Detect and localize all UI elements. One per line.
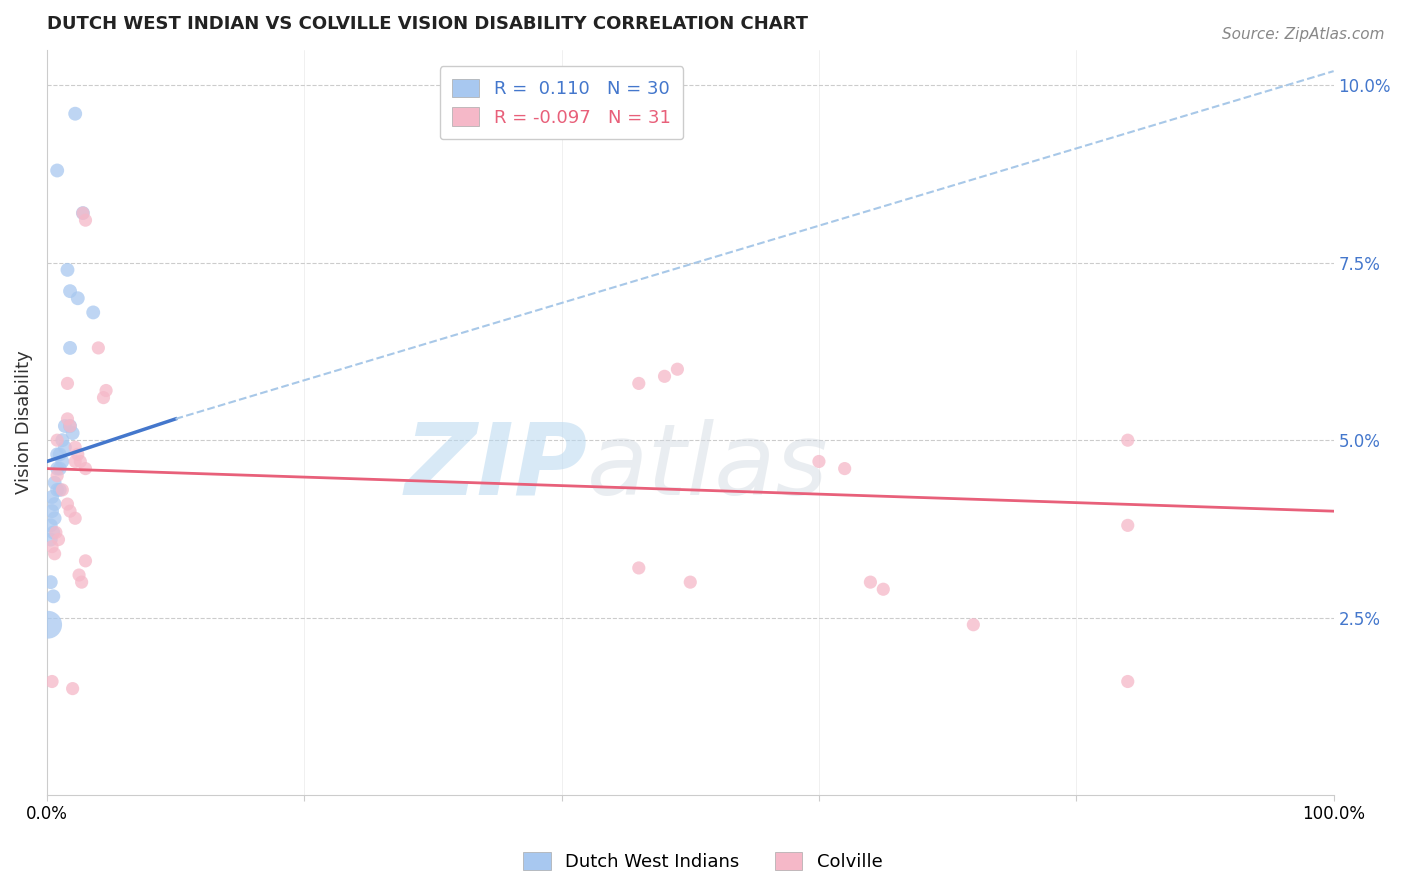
Point [59, 419, 82, 434]
Point [679, 575, 702, 590]
Point [94, 384, 117, 398]
Text: DUTCH WEST INDIAN VS COLVILLE VISION DISABILITY CORRELATION CHART: DUTCH WEST INDIAN VS COLVILLE VISION DIS… [46, 15, 808, 33]
Point [63, 511, 86, 525]
Point [859, 575, 882, 590]
Point [93, 391, 115, 405]
Point [62, 681, 84, 696]
Text: atlas: atlas [588, 418, 830, 516]
Point [39, 533, 62, 547]
Point [46, 433, 69, 447]
Point [49, 461, 72, 475]
Point [69, 454, 91, 468]
Point [834, 461, 856, 475]
Point [56, 412, 79, 426]
Point [63, 454, 86, 468]
Point [66, 447, 89, 461]
Point [44, 511, 66, 525]
Point [666, 362, 689, 376]
Point [46, 483, 69, 497]
Point [72, 206, 94, 220]
Point [39, 518, 62, 533]
Point [654, 369, 676, 384]
Text: ZIP: ZIP [405, 418, 588, 516]
Point [41, 504, 63, 518]
Point [53, 419, 76, 434]
Point [44, 497, 66, 511]
Point [59, 504, 82, 518]
Point [49, 483, 72, 497]
Legend: Dutch West Indians, Colville: Dutch West Indians, Colville [516, 845, 890, 879]
Point [51, 454, 73, 468]
Point [42, 590, 65, 604]
Point [41, 540, 63, 554]
Point [59, 284, 82, 298]
Point [72, 206, 94, 220]
Point [807, 454, 830, 468]
Point [627, 561, 650, 575]
Point [41, 674, 63, 689]
Point [42, 525, 65, 540]
Point [63, 440, 86, 454]
Point [82, 305, 104, 319]
Point [56, 263, 79, 277]
Point [75, 213, 97, 227]
Point [59, 341, 82, 355]
Legend: R =  0.110   N = 30, R = -0.097   N = 31: R = 0.110 N = 30, R = -0.097 N = 31 [440, 66, 683, 139]
Point [45, 525, 67, 540]
Point [46, 447, 69, 461]
Point [56, 497, 79, 511]
Point [51, 433, 73, 447]
Point [48, 533, 70, 547]
Point [46, 461, 69, 475]
Point [53, 440, 76, 454]
Point [56, 376, 79, 391]
Point [44, 547, 66, 561]
Point [46, 468, 69, 483]
Point [51, 483, 73, 497]
Point [44, 475, 66, 490]
Point [87, 341, 110, 355]
Y-axis label: Vision Disability: Vision Disability [15, 351, 32, 494]
Point [59, 419, 82, 434]
Point [49, 447, 72, 461]
Point [75, 554, 97, 568]
Point [46, 163, 69, 178]
Text: Source: ZipAtlas.com: Source: ZipAtlas.com [1222, 27, 1385, 42]
Point [962, 617, 984, 632]
Point [37, 617, 59, 632]
Point [66, 291, 89, 305]
Point [63, 106, 86, 120]
Point [67, 568, 90, 582]
Point [70, 575, 93, 590]
Point [62, 426, 84, 441]
Point [39, 575, 62, 590]
Point [627, 376, 650, 391]
Point [41, 490, 63, 504]
Point [1116, 674, 1139, 689]
Point [75, 461, 97, 475]
Point [1116, 518, 1139, 533]
Point [1116, 433, 1139, 447]
Point [872, 582, 894, 597]
